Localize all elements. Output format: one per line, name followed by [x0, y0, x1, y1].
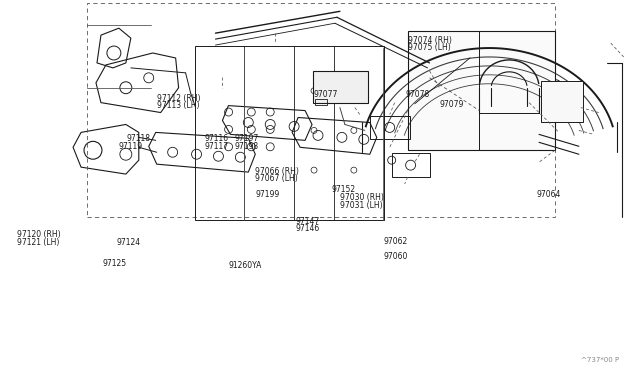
- Text: 97147: 97147: [296, 217, 320, 226]
- Bar: [392, 153, 429, 177]
- Bar: [87, 3, 555, 217]
- Text: 97067 (LH): 97067 (LH): [255, 174, 298, 183]
- Bar: [315, 99, 327, 105]
- Text: 97066 (RH): 97066 (RH): [255, 167, 299, 176]
- Text: 97199: 97199: [255, 190, 279, 199]
- Text: 97075 (LH): 97075 (LH): [408, 43, 451, 52]
- Text: 91260YA: 91260YA: [228, 261, 262, 270]
- Text: 97062: 97062: [384, 237, 408, 246]
- Text: 97031 (LH): 97031 (LH): [340, 201, 383, 210]
- Text: 97197: 97197: [235, 134, 259, 143]
- Text: 97112 (RH): 97112 (RH): [157, 94, 200, 103]
- Text: 97078: 97078: [405, 90, 429, 99]
- Text: 97113 (LH): 97113 (LH): [157, 101, 200, 110]
- Text: 97064: 97064: [537, 190, 561, 199]
- Text: 97074 (RH): 97074 (RH): [408, 36, 452, 45]
- Text: 97116: 97116: [204, 134, 228, 143]
- Text: 97118: 97118: [126, 134, 150, 143]
- Text: 97079: 97079: [440, 100, 464, 109]
- Text: 97152: 97152: [332, 185, 356, 194]
- Bar: [195, 46, 384, 220]
- Text: 97030 (RH): 97030 (RH): [340, 193, 384, 202]
- Bar: [313, 71, 368, 103]
- Text: 97121 (LH): 97121 (LH): [17, 238, 59, 247]
- Text: 97125: 97125: [102, 259, 126, 268]
- Bar: [408, 31, 555, 150]
- Text: ^737*00 P: ^737*00 P: [580, 357, 619, 363]
- Text: 97198: 97198: [235, 142, 259, 151]
- Text: 97124: 97124: [116, 238, 140, 247]
- Text: 97146: 97146: [296, 224, 320, 233]
- Text: 97060: 97060: [384, 251, 408, 261]
- Text: 97077: 97077: [314, 90, 338, 99]
- Text: 97117: 97117: [204, 142, 228, 151]
- Bar: [541, 81, 583, 122]
- Text: 97119: 97119: [118, 142, 143, 151]
- Text: 97120 (RH): 97120 (RH): [17, 230, 60, 239]
- Bar: [370, 116, 410, 140]
